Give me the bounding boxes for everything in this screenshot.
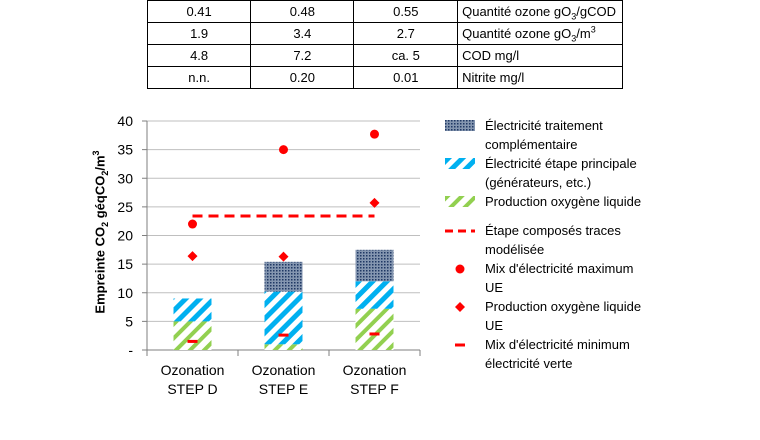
table-cell-d: n.n. bbox=[146, 66, 252, 89]
legend-item: Étape composés traces modélisée bbox=[445, 221, 745, 259]
legend-symbol-s2 bbox=[445, 120, 475, 131]
legend-symbol-diamond bbox=[455, 302, 465, 312]
legend-item: Mix d'électricité minimum électricité ver… bbox=[445, 335, 745, 373]
marker-diamond bbox=[187, 251, 198, 262]
table-cell-e: 0.20 bbox=[250, 66, 355, 89]
legend-item: Électricité traitement complémentaire bbox=[445, 116, 745, 154]
y-tick-label: 15 bbox=[117, 256, 133, 272]
table-cell-label: Quantité ozone gO3/m3 bbox=[457, 22, 623, 45]
bar-segment bbox=[355, 249, 394, 282]
legend-item: Production oxygène liquide UE bbox=[445, 297, 745, 335]
chart-legend: Électricité traitement complémentaire Élec… bbox=[445, 116, 745, 373]
y-tick-label: 20 bbox=[117, 228, 133, 244]
y-tick-label: 25 bbox=[117, 199, 133, 215]
bar-segment bbox=[355, 308, 394, 350]
table-cell-d: 4.8 bbox=[146, 44, 252, 67]
table-row: 1.9 3.4 2.7 Quantité ozone gO3/m3 bbox=[146, 22, 623, 45]
legend-symbol-s0 bbox=[445, 196, 475, 207]
y-tick-label: 35 bbox=[117, 142, 133, 158]
marker-circle bbox=[188, 219, 197, 229]
parameters-table: 0.41 0.48 0.55 Quantité ozone gO3/gCOD 1.9 3.… bbox=[146, 0, 623, 89]
legend-item: Mix d'électricité maximum UE bbox=[445, 259, 745, 297]
x-category-label: Ozonation STEP F bbox=[342, 362, 407, 397]
table-cell-e: 7.2 bbox=[250, 44, 355, 67]
y-tick-label: 30 bbox=[117, 170, 133, 186]
bar-segment bbox=[264, 261, 303, 292]
legend-symbol-s1 bbox=[445, 158, 475, 169]
table-row: n.n. 0.20 0.01 Nitrite mg/l bbox=[146, 66, 623, 89]
bar-segment bbox=[264, 344, 303, 350]
legend-item: Électricité étape principale (générateurs… bbox=[445, 154, 745, 192]
bar-segment bbox=[355, 281, 394, 309]
legend-item: Production oxygène liquide bbox=[445, 192, 745, 211]
bar-segment bbox=[173, 298, 212, 322]
y-tick-label: 40 bbox=[117, 113, 133, 129]
marker-circle bbox=[370, 129, 379, 139]
table-row: 0.41 0.48 0.55 Quantité ozone gO3/gCOD bbox=[146, 0, 623, 23]
marker-diamond bbox=[369, 197, 380, 208]
table-cell-label: Nitrite mg/l bbox=[457, 66, 623, 89]
marker-diamond bbox=[278, 251, 289, 262]
y-axis-label: Empreinte CO2 géqCO2/m3 bbox=[91, 150, 111, 314]
legend-symbol-dash bbox=[455, 343, 465, 347]
x-category-label: Ozonation STEP D bbox=[160, 362, 225, 397]
x-category-label: Ozonation STEP E bbox=[251, 362, 316, 397]
y-tick-label: 5 bbox=[125, 313, 133, 329]
bar-segment bbox=[173, 321, 212, 350]
legend-symbol-circle bbox=[455, 264, 465, 274]
y-tick-label: 10 bbox=[117, 285, 133, 301]
table-row: 4.8 7.2 ca. 5 COD mg/l bbox=[146, 44, 623, 67]
marker-circle bbox=[279, 145, 288, 155]
legend-symbol-line bbox=[445, 229, 475, 233]
y-tick-label: - bbox=[128, 342, 133, 358]
